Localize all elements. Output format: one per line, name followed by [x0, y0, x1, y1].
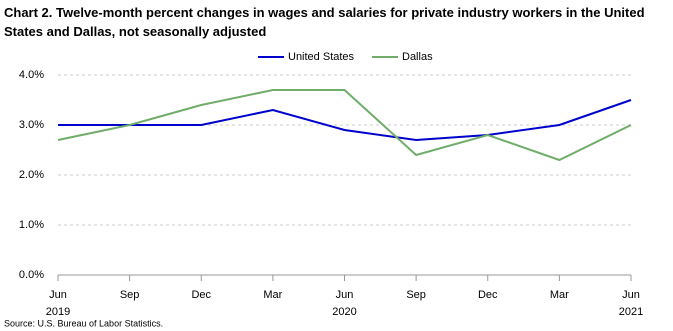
series-line: [57, 89, 632, 162]
x-year-label: 2019: [46, 306, 70, 318]
y-tick-label: 0.0%: [19, 269, 44, 281]
x-year-label: 2020: [332, 306, 356, 318]
x-tick-label: Jun: [336, 289, 354, 301]
x-tick-label: Jun: [622, 289, 640, 301]
x-tick-label: Sep: [120, 289, 140, 301]
x-year-label: 2021: [619, 306, 643, 318]
chart-title: Chart 2. Twelve-month percent changes in…: [4, 5, 645, 39]
y-tick-label: 3.0%: [19, 119, 44, 131]
x-tick-label: Sep: [406, 289, 426, 301]
y-tick-label: 2.0%: [19, 169, 44, 181]
legend-label: United States: [288, 51, 355, 63]
x-tick-label: Mar: [550, 289, 569, 301]
x-tick-label: Dec: [191, 289, 211, 301]
series-line: [58, 99, 632, 142]
x-tick-label: Mar: [263, 289, 282, 301]
x-tick-label: Dec: [478, 289, 498, 301]
y-tick-label: 4.0%: [19, 69, 44, 81]
legend-label: Dallas: [402, 51, 433, 63]
y-tick-label: 1.0%: [19, 219, 44, 231]
source-note: Source: U.S. Bureau of Labor Statistics.: [4, 318, 163, 328]
x-tick-label: Jun: [49, 289, 67, 301]
